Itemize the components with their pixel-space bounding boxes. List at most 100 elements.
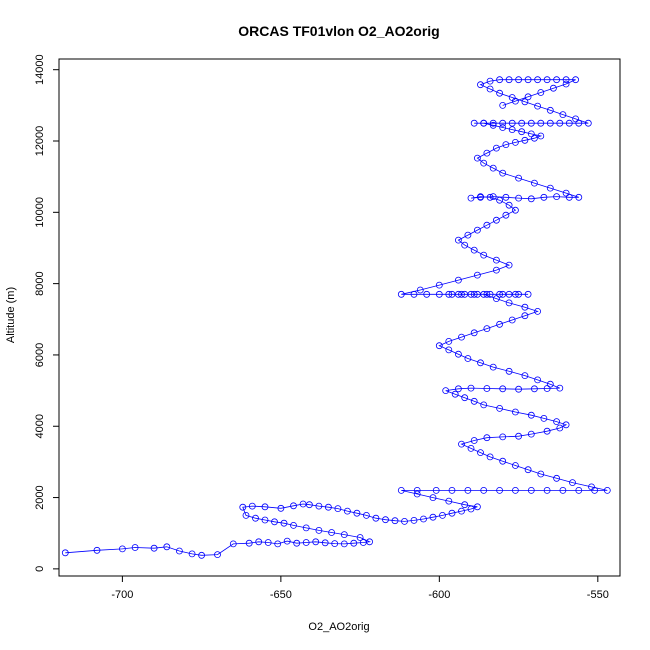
x-tick-label: -700 — [111, 589, 133, 601]
data-point — [512, 97, 519, 105]
y-tick-label: 4000 — [34, 414, 46, 438]
data-point — [198, 551, 206, 559]
data-point — [477, 193, 484, 201]
data-point — [483, 149, 491, 157]
data-point — [480, 486, 488, 494]
data-point — [496, 320, 504, 328]
data-point — [245, 539, 253, 547]
data-point — [572, 76, 579, 84]
data-point — [163, 543, 171, 551]
data-point — [565, 119, 573, 127]
data-point — [515, 174, 522, 182]
data-point — [261, 516, 269, 524]
data-point — [328, 529, 336, 536]
data-point — [486, 85, 494, 93]
data-point — [350, 539, 358, 547]
data-point — [290, 522, 297, 529]
data-point — [423, 290, 431, 298]
data-point — [534, 307, 541, 315]
data-point — [477, 359, 484, 367]
data-point — [505, 261, 513, 269]
data-point — [429, 494, 437, 502]
data-point — [445, 290, 453, 298]
data-point — [340, 531, 348, 538]
data-point — [512, 290, 519, 298]
data-point — [543, 427, 551, 435]
data-point — [93, 546, 101, 554]
data-point — [527, 130, 535, 138]
data-point — [562, 189, 570, 197]
data-point — [119, 545, 126, 553]
data-point — [470, 119, 478, 127]
data-point — [512, 138, 519, 146]
data-point — [464, 486, 472, 494]
data-point — [588, 483, 595, 491]
data-point — [461, 290, 469, 298]
data-point — [486, 77, 494, 85]
data-point — [324, 503, 332, 511]
data-point — [553, 418, 560, 426]
data-point — [534, 76, 541, 84]
data-point — [512, 486, 519, 494]
data-point — [448, 509, 456, 517]
data-point — [483, 221, 491, 229]
data-point — [515, 194, 522, 202]
data-point — [499, 290, 507, 298]
data-point — [489, 164, 497, 172]
data-point — [502, 141, 510, 149]
data-point — [366, 538, 374, 546]
data-point — [356, 534, 364, 541]
data-point — [521, 372, 529, 380]
data-point — [334, 505, 342, 513]
data-point — [553, 474, 560, 482]
data-point — [518, 128, 526, 136]
data-point — [477, 81, 484, 89]
data-point — [410, 290, 418, 298]
data-point — [559, 111, 567, 118]
data-point — [315, 502, 323, 510]
data-point — [505, 299, 513, 307]
y-tick-label: 2000 — [34, 485, 46, 509]
y-tick-label: 10000 — [34, 197, 46, 228]
data-point — [486, 453, 494, 461]
data-point — [464, 231, 472, 239]
data-point — [499, 169, 507, 177]
data-point — [534, 102, 541, 110]
x-tick-label: -600 — [428, 589, 450, 601]
data-point — [489, 119, 497, 127]
data-point — [470, 397, 478, 405]
data-point — [499, 457, 507, 465]
data-point — [454, 385, 462, 393]
data-point — [553, 193, 560, 201]
data-point — [458, 440, 465, 448]
data-point — [572, 115, 579, 123]
data-point — [537, 470, 545, 478]
data-point — [499, 124, 507, 131]
data-point — [420, 515, 427, 523]
data-point — [454, 276, 462, 284]
data-point — [255, 538, 263, 546]
data-point — [486, 290, 494, 298]
data-point — [489, 193, 497, 201]
data-point — [531, 179, 538, 187]
data-point — [175, 547, 183, 555]
data-point — [416, 286, 424, 294]
data-point — [429, 513, 437, 521]
data-point — [540, 193, 548, 201]
data-point — [505, 367, 513, 375]
data-point — [439, 512, 446, 519]
data-point — [546, 106, 554, 114]
data-point — [467, 444, 475, 452]
data-point — [480, 401, 488, 409]
data-point — [461, 501, 469, 509]
data-point — [499, 102, 507, 109]
data-point — [603, 486, 611, 494]
data-point — [565, 193, 573, 201]
data-point — [461, 394, 469, 402]
y-tick-label: 14000 — [34, 54, 46, 85]
data-point — [454, 236, 462, 244]
data-point — [512, 408, 519, 416]
x-axis-label: O2_AO2orig — [308, 621, 369, 633]
data-point — [277, 504, 285, 512]
data-point — [458, 507, 465, 515]
